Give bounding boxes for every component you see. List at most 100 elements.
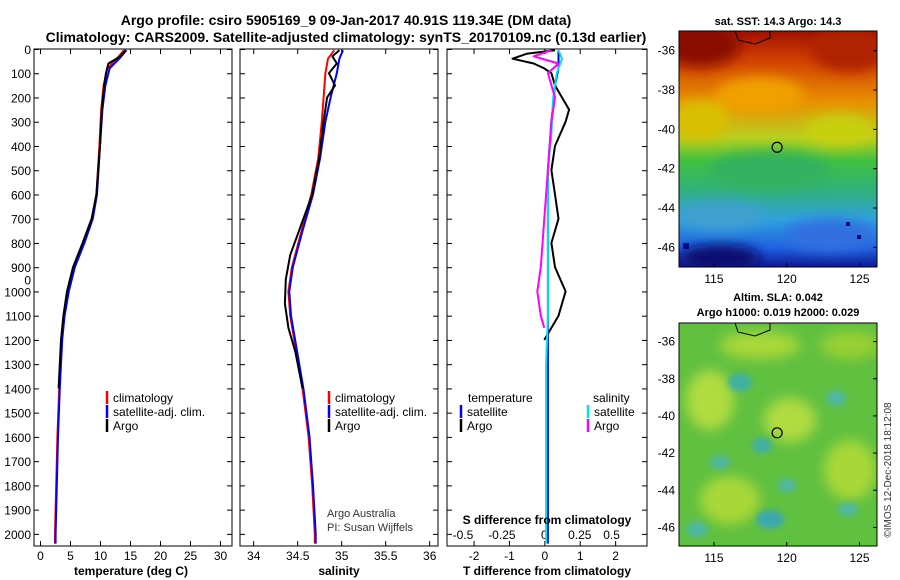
sst-map-frame [678, 30, 878, 268]
sla-map-axes: 115 120 125 -36 -38 -40 -42 -44 -46 [658, 335, 877, 565]
y-tick-label: 1200 [4, 334, 31, 348]
x-tick-label: 36 [423, 549, 437, 563]
map-x-tick-label: 120 [777, 551, 797, 565]
credit-stamp: ©IMOS 12-Dec-2018 18:12:08 [883, 402, 894, 538]
y-tick-label: 0 [24, 43, 31, 57]
sst-argo-position-marker [771, 141, 783, 153]
temperature-x-axis-label: temperature (deg C) [74, 564, 188, 578]
map-y-tick-label: -36 [658, 335, 676, 349]
salinity-panel: 34 34.5 35 35.5 36 climatology satellite-adj… [239, 48, 439, 578]
x-tick-label: 35.5 [374, 549, 398, 563]
x-tick-label: 25 [184, 549, 198, 563]
y-tick-label: 600 [11, 188, 31, 202]
difference-axes: -2 -1 0 1 2 -0.5 -0.25 0 0.25 0.5 [447, 49, 647, 563]
sst-map-axes: 115 120 125 -36 -38 -40 -42 -44 -46 [658, 44, 877, 286]
title-line-2: Climatology: CARS2009. Satellite-adjuste… [46, 29, 647, 45]
top-x-tick-label: 0.5 [603, 528, 620, 542]
temperature-panel: 0100200300400500600700800900010001100120… [4, 43, 233, 578]
y-tick-label: 200 [11, 91, 31, 105]
sst-map-title: sat. SST: 14.3 Argo: 14.3 [715, 16, 842, 28]
annotation-pi: PI: Susan Wijffels [327, 522, 413, 534]
top-x-tick-label: -0.25 [488, 528, 516, 542]
map-y-tick-label: -38 [658, 83, 676, 97]
map-y-tick-label: -44 [658, 201, 676, 215]
top-x-tick-label: -0.5 [453, 528, 474, 542]
map-y-tick-label: -42 [658, 162, 676, 176]
legend-sal-argo-label: Argo [594, 419, 620, 433]
map-x-tick-label: 125 [850, 272, 870, 286]
map-x-tick-label: 125 [850, 551, 870, 565]
x-tick-label: -1 [504, 549, 515, 563]
salinity-x-axis-label: salinity [318, 564, 360, 578]
y-tick-label: 0 [24, 273, 31, 287]
x-tick-label: 34.5 [286, 549, 310, 563]
series-line-argo [57, 49, 127, 389]
annotation-argo-australia: Argo Australia [327, 508, 396, 520]
legend-satellite-label: satellite-adj. clim. [113, 405, 205, 419]
y-tick-label: 1800 [4, 479, 31, 493]
difference-series [511, 49, 571, 544]
legend-salinity-title: salinity [593, 391, 630, 405]
series-line-satellite-adj-clim- [54, 49, 128, 544]
x-tick-label: 20 [154, 549, 168, 563]
x-tick-label: 34 [247, 549, 261, 563]
y-tick-label: 400 [11, 140, 31, 154]
difference-x-axis-label: T difference from climatology [463, 564, 631, 578]
salinity-series [283, 49, 344, 544]
legend-climatology-label: climatology [335, 391, 395, 405]
sla-argo-position-marker [771, 427, 783, 439]
map-x-tick-label: 115 [704, 272, 723, 286]
legend-temperature-title: temperature [468, 391, 533, 405]
y-tick-label: 1600 [4, 431, 31, 445]
y-tick-label: 900 [11, 261, 31, 275]
salinity-axes: 34 34.5 35 35.5 36 [240, 49, 438, 563]
legend-sal-satellite-label: satellite [594, 405, 635, 419]
difference-legend: temperature satellite Argo salinity sate… [459, 391, 635, 433]
map-y-tick-label: -36 [658, 44, 676, 58]
y-tick-label: 1000 [4, 285, 31, 299]
salinity-plot-frame [239, 48, 439, 547]
sst-map-image [679, 31, 877, 267]
x-tick-label: 35 [335, 549, 349, 563]
series-line-argo [283, 49, 341, 389]
map-y-tick-label: -40 [658, 122, 676, 136]
difference-top-axis-label: S difference from climatology [463, 513, 632, 527]
legend-temp-argo-label: Argo [467, 419, 493, 433]
legend-argo-label: Argo [113, 419, 139, 433]
sla-map-panel: Altim. SLA: 0.042 Argo h1000: 0.019 h200… [658, 292, 878, 565]
legend-temp-satellite-label: satellite [467, 405, 508, 419]
title-line-1: Argo profile: csiro 5905169_9 09-Jan-201… [121, 12, 572, 28]
map-x-tick-label: 115 [704, 551, 723, 565]
y-tick-label: 100 [11, 67, 31, 81]
temperature-legend: climatology satellite-adj. clim. Argo [105, 391, 205, 433]
y-tick-label: 1400 [4, 382, 31, 396]
legend-satellite-label: satellite-adj. clim. [335, 405, 427, 419]
y-tick-label: 1100 [5, 310, 31, 324]
map-y-tick-label: -40 [658, 409, 676, 423]
top-x-tick-label: 0.25 [568, 528, 592, 542]
x-tick-label: 1 [577, 549, 584, 563]
sla-map-frame [678, 322, 878, 547]
temperature-axes: 0100200300400500600700800900010001100120… [4, 43, 232, 563]
map-y-tick-label: -46 [658, 520, 676, 534]
legend-climatology-label: climatology [113, 391, 173, 405]
map-y-tick-label: -42 [658, 446, 676, 460]
y-tick-label: 500 [11, 164, 31, 178]
y-tick-label: 300 [11, 116, 31, 130]
temperature-plot-frame [33, 48, 233, 547]
y-tick-label: 1300 [4, 358, 31, 372]
legend-argo-label: Argo [335, 419, 361, 433]
y-tick-label: 700 [11, 213, 31, 227]
x-tick-label: 0 [37, 549, 44, 563]
temperature-series [54, 49, 128, 544]
salinity-legend: climatology satellite-adj. clim. Argo [327, 391, 427, 433]
series-line-salinity-satellite [545, 49, 563, 544]
y-tick-label: 1900 [4, 504, 31, 518]
x-tick-label: 10 [94, 549, 108, 563]
y-tick-label: 1700 [4, 455, 31, 469]
x-tick-label: 15 [124, 549, 138, 563]
sla-map-image [679, 323, 877, 546]
series-line-temperature-argo [511, 49, 571, 341]
sla-map-title-1: Altim. SLA: 0.042 [733, 292, 823, 304]
